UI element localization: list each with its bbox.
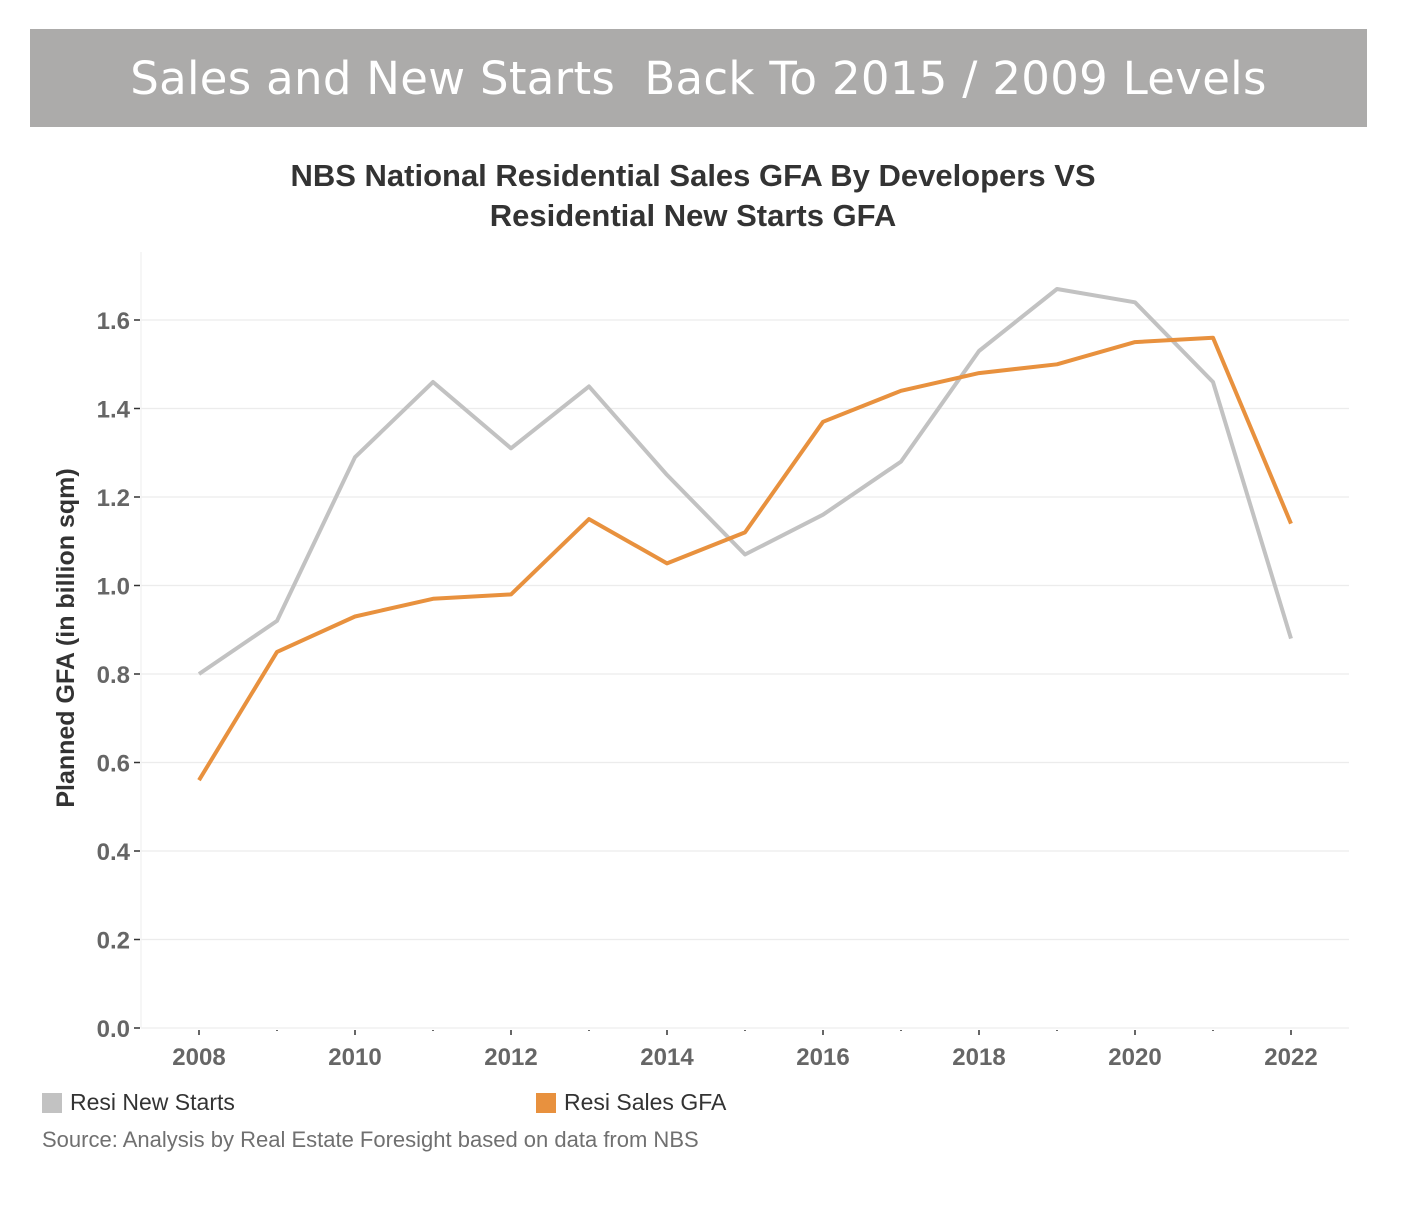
chart-title-line-2: Residential New Starts GFA <box>490 198 897 233</box>
chart-title: NBS National Residential Sales GFA By De… <box>290 158 1095 233</box>
legend-item-new-starts: Resi New Starts <box>42 1089 235 1116</box>
x-tick-label: 2022 <box>1264 1044 1317 1071</box>
y-tick-label: 1.4 <box>97 397 131 424</box>
x-tick-label: 2012 <box>484 1044 537 1071</box>
y-tick-label: 1.2 <box>97 485 130 512</box>
y-axis-ticks: 0.0 0.2 0.4 0.6 0.8 1.0 1.2 1.4 1.6 <box>97 308 140 1043</box>
x-tick-label: 2014 <box>640 1044 694 1071</box>
y-tick-label: 0.0 <box>97 1016 130 1043</box>
series-line-resi-new-starts <box>197 287 1293 676</box>
y-tick-label: 1.0 <box>97 574 130 601</box>
x-tick-label: 2008 <box>172 1044 225 1071</box>
legend-label-new-starts: Resi New Starts <box>70 1089 235 1115</box>
y-tick-label: 0.8 <box>97 662 130 689</box>
legend-label-sales-gfa: Resi Sales GFA <box>564 1089 727 1115</box>
header-banner: Sales and New Starts Back To 2015 / 2009… <box>30 29 1367 127</box>
x-tick-label: 2020 <box>1108 1044 1161 1071</box>
x-tick-label: 2016 <box>796 1044 849 1071</box>
y-tick-label: 0.4 <box>97 839 131 866</box>
legend-swatch-new-starts <box>42 1092 62 1113</box>
y-tick-label: 0.6 <box>97 751 130 778</box>
chart-title-line-1: NBS National Residential Sales GFA By De… <box>290 158 1095 193</box>
legend-swatch-sales-gfa <box>536 1092 556 1113</box>
y-tick-label: 0.2 <box>97 928 130 955</box>
y-axis-label: Planned GFA (in billion sqm) <box>52 468 80 807</box>
gridlines <box>141 319 1349 941</box>
x-tick-label: 2018 <box>952 1044 1005 1071</box>
axes <box>140 252 1349 1029</box>
series-line-resi-sales-gfa <box>197 335 1293 782</box>
legend-item-sales-gfa: Resi Sales GFA <box>536 1089 726 1116</box>
y-tick-label: 1.6 <box>97 308 130 335</box>
source-note: Source: Analysis by Real Estate Foresigh… <box>42 1127 699 1152</box>
x-tick-label: 2010 <box>328 1044 381 1071</box>
x-axis-ticks: 2008 2010 2012 2014 2016 2018 2020 2022 <box>172 1030 1318 1071</box>
banner-title: Sales and New Starts Back To 2015 / 2009… <box>130 51 1267 105</box>
series-lines <box>197 287 1293 782</box>
